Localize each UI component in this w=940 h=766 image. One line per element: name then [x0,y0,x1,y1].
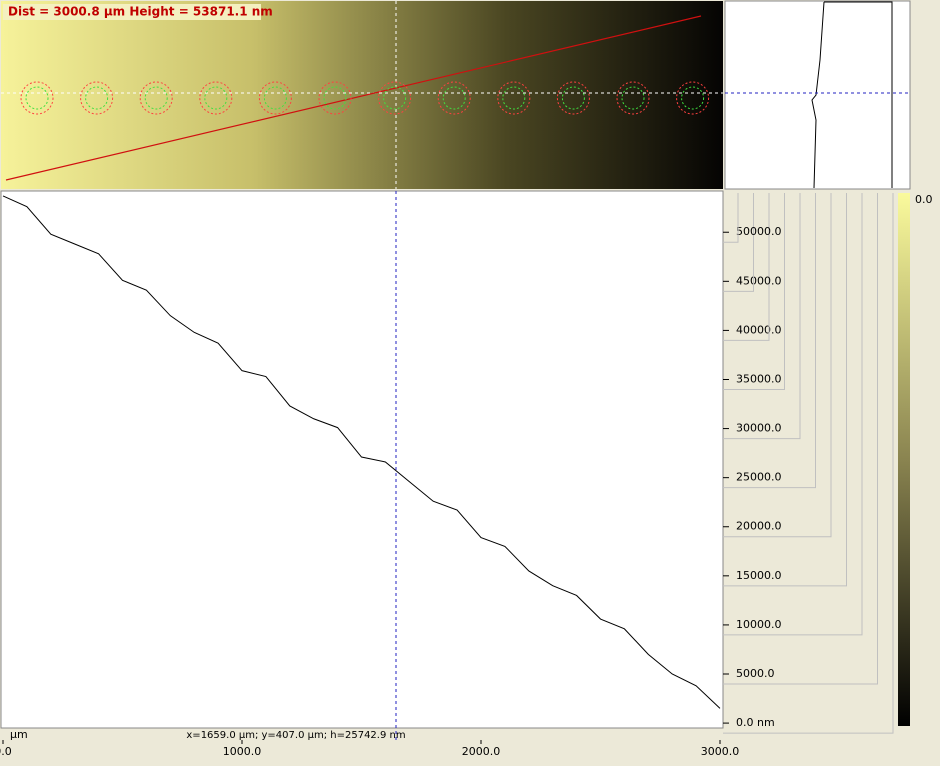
tick-guide [723,193,816,489]
cursor-readout: x=1659.0 µm; y=407.0 µm; h=25742.9 nm [186,730,405,741]
x-tick-label: 1000.0 [223,745,262,758]
side-profile-panel [724,0,911,190]
target-inner [502,86,526,110]
target-outer [676,81,710,115]
header-label: Dist = 3000.8 µm Height = 53871.1 nm [8,5,273,19]
y-tick-label: 0.0 nm [736,716,775,729]
y-tick-label: 30000.0 [736,422,782,435]
colorbar [898,193,910,726]
tick-guide [723,193,832,538]
target-outer [497,81,531,115]
tick-guide [723,193,801,440]
tick-guide [723,193,770,341]
target-inner [621,86,645,110]
x-tick-label: 0.0 [0,745,12,758]
tick-guide [723,193,847,587]
target-outer [378,81,412,115]
target-inner [144,86,168,110]
target-inner [681,86,705,110]
target-outer [318,81,352,115]
y-tick-label: 5000.0 [736,667,775,680]
target-outer [556,81,590,115]
target-inner [442,86,466,110]
tick-guide [723,193,754,292]
target-outer [80,81,114,115]
y-tick-label: 20000.0 [736,520,782,533]
target-outer [616,81,650,115]
target-outer [437,81,471,115]
y-tick-label: 10000.0 [736,618,782,631]
target-inner [263,86,287,110]
x-tick-label: 2000.0 [462,745,501,758]
y-tick-label: 35000.0 [736,372,782,385]
height-image: Dist = 3000.8 µm Height = 53871.1 nm [1,1,723,189]
tick-guide [723,193,863,636]
target-inner [561,86,585,110]
y-tick-label: 50000.0 [736,225,782,238]
target-inner [85,86,109,110]
x-tick-label: 3000.0 [701,745,740,758]
tick-guide [723,193,894,734]
target-outer [258,81,292,115]
tick-guide [723,193,878,685]
header-bg [3,4,261,20]
target-inner [25,86,49,110]
colorbar-label: 0.0 [915,193,933,206]
target-inner [204,86,228,110]
tick-guide [723,193,785,390]
tick-guide [723,193,739,243]
target-outer [139,81,173,115]
y-tick-label: 40000.0 [736,323,782,336]
profile-curve [2,195,721,709]
profile-line [5,15,702,181]
y-tick-label: 15000.0 [736,569,782,582]
side-frame [824,1,893,188]
target-inner [323,86,347,110]
target-inner [383,86,407,110]
unit-label: µm [10,728,28,741]
target-outer [20,81,54,115]
y-tick-label: 25000.0 [736,471,782,484]
image-area [1,1,723,189]
y-tick-label: 45000.0 [736,274,782,287]
plot-area [0,190,724,729]
target-outer [199,81,233,115]
side-profile [811,1,825,189]
